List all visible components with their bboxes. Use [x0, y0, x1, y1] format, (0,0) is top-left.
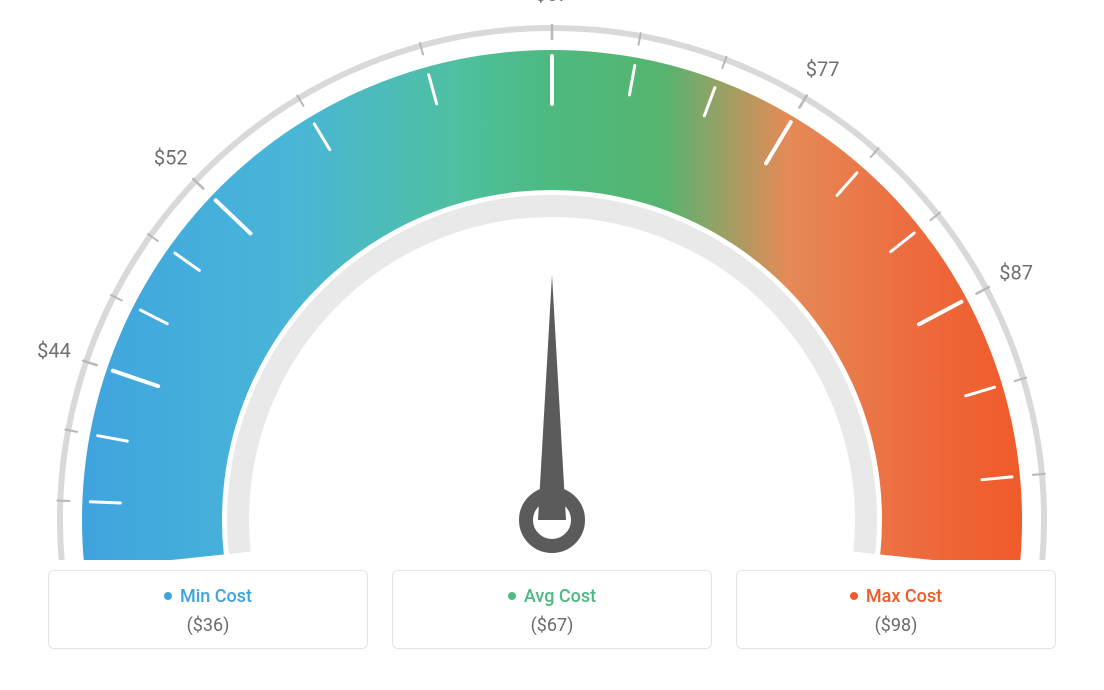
- gauge-tick-label: $52: [154, 146, 188, 170]
- gauge-tick-label: $87: [999, 261, 1033, 285]
- gauge-svg: $36$44$52$67$77$87$98: [0, 0, 1104, 560]
- legend-row: Min Cost ($36) Avg Cost ($67) Max Cost (…: [0, 570, 1104, 649]
- legend-dot-avg: [508, 592, 516, 600]
- legend-value-avg: ($67): [403, 615, 701, 636]
- legend-title-avg: Avg Cost: [508, 586, 596, 607]
- legend-card-avg: Avg Cost ($67): [392, 570, 712, 649]
- gauge-chart: $36$44$52$67$77$87$98: [0, 0, 1104, 560]
- legend-card-min: Min Cost ($36): [48, 570, 368, 649]
- legend-value-max: ($98): [747, 615, 1045, 636]
- gauge-tick-label: $67: [535, 0, 569, 6]
- gauge-tick-label: $44: [37, 339, 71, 363]
- legend-title-min: Min Cost: [164, 586, 252, 607]
- legend-dot-max: [850, 592, 858, 600]
- legend-title-max: Max Cost: [850, 586, 942, 607]
- gauge-needle: [538, 275, 566, 520]
- legend-label-avg: Avg Cost: [524, 586, 596, 607]
- legend-label-min: Min Cost: [180, 586, 252, 607]
- legend-label-max: Max Cost: [866, 586, 942, 607]
- gauge-tick-label: $77: [806, 57, 840, 81]
- legend-value-min: ($36): [59, 615, 357, 636]
- legend-dot-min: [164, 592, 172, 600]
- legend-card-max: Max Cost ($98): [736, 570, 1056, 649]
